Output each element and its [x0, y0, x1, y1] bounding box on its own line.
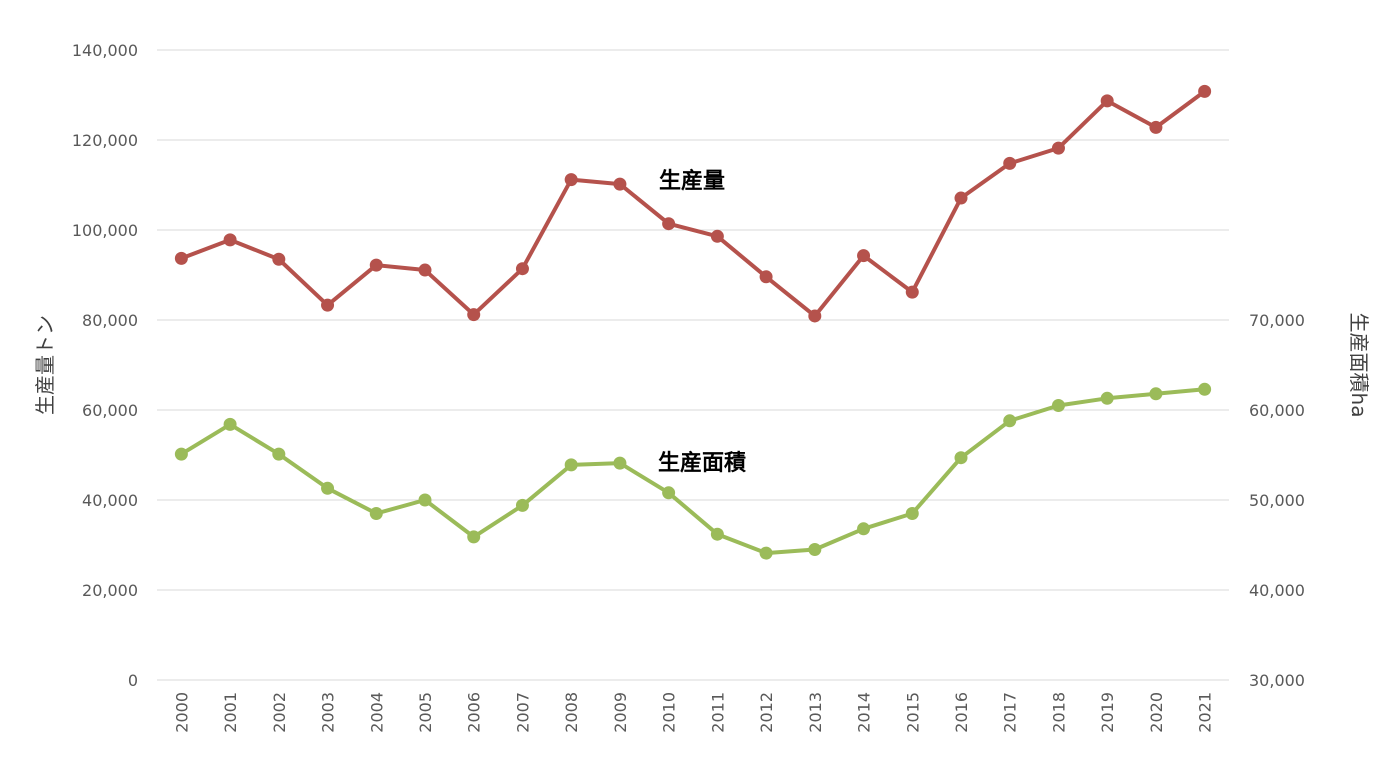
series-0-point	[759, 270, 773, 284]
series-1-point	[272, 447, 286, 461]
left-tick-label: 60,000	[82, 401, 138, 420]
x-tick-label: 2016	[952, 692, 971, 733]
series-1-point	[759, 546, 773, 560]
series-1-point	[321, 481, 335, 495]
series-0-point	[272, 252, 286, 266]
series-1-point	[1003, 414, 1017, 428]
x-tick-label: 2012	[757, 692, 776, 733]
series-0-point	[321, 298, 335, 312]
series-1-point	[564, 458, 578, 472]
right-tick-label: 50,000	[1249, 491, 1305, 510]
x-tick-label: 2007	[513, 692, 532, 733]
series-1-point	[662, 486, 676, 500]
x-tick-label: 2002	[270, 692, 289, 733]
right-axis-ticks: 30,000 40,000 50,000 60,000 70,000	[1249, 311, 1305, 690]
series-1-point	[515, 498, 529, 512]
left-tick-label: 120,000	[72, 131, 138, 150]
series-1-point	[1198, 382, 1212, 396]
x-tick-label: 2008	[562, 692, 581, 733]
right-tick-label: 70,000	[1249, 311, 1305, 330]
series-1-point	[1149, 387, 1163, 401]
series-0-point	[223, 233, 237, 247]
series-1-point	[369, 507, 383, 520]
series-1-point	[223, 417, 237, 431]
series-0-point	[905, 285, 919, 299]
series-1-point	[467, 530, 481, 544]
series-0-point	[613, 177, 627, 191]
x-tick-label: 2021	[1196, 692, 1215, 733]
x-tick-label: 2005	[416, 692, 435, 733]
series-line-1	[180, 387, 1205, 556]
series-label-production: 生産量	[659, 168, 725, 194]
x-tick-label: 2011	[708, 692, 727, 733]
x-tick-label: 2003	[319, 692, 338, 733]
series-1-point	[613, 456, 627, 470]
right-axis-title: 生産面積ha	[1347, 313, 1371, 418]
right-tick-label: 60,000	[1249, 401, 1305, 420]
left-tick-label: 20,000	[82, 581, 138, 600]
right-tick-label: 30,000	[1249, 671, 1305, 690]
series-0-point	[515, 262, 529, 276]
x-tick-label: 2010	[660, 692, 679, 733]
series-0-point	[710, 229, 724, 243]
x-tick-label: 2009	[611, 692, 630, 733]
series-0-point	[662, 217, 676, 231]
left-tick-label: 0	[128, 671, 138, 690]
series-1-point	[857, 522, 871, 536]
series-0-point	[857, 249, 871, 263]
series-1-point	[954, 451, 968, 465]
series-0-point	[1198, 84, 1212, 98]
series-1-point	[1100, 391, 1114, 405]
series-0-point	[467, 308, 481, 322]
left-tick-label: 40,000	[82, 491, 138, 510]
x-axis-ticks: 2000 2001 2002 2003 2004 2005 2006 2007 2008 2009…	[172, 692, 1214, 733]
series-1-point	[808, 543, 822, 556]
series-line-0	[180, 89, 1206, 318]
series-layer	[174, 84, 1212, 560]
series-0-point	[1100, 94, 1114, 108]
x-tick-label: 2014	[855, 692, 874, 733]
series-1-point	[418, 493, 432, 507]
series-1-point	[905, 507, 919, 520]
left-tick-label: 100,000	[72, 221, 138, 240]
series-0-point	[1003, 156, 1017, 170]
right-tick-label: 40,000	[1249, 581, 1305, 600]
x-tick-label: 2004	[367, 692, 386, 733]
series-1-point	[1051, 399, 1065, 412]
left-axis-title: 生産量トン	[33, 315, 57, 415]
series-0-point	[954, 191, 968, 205]
series-0-point	[1051, 141, 1065, 155]
x-tick-label: 2018	[1049, 692, 1068, 733]
left-axis-ticks: 0 20,000 40,000 60,000 80,000 100,000 120,000 1…	[72, 41, 138, 690]
gridlines	[157, 49, 1229, 681]
x-tick-label: 2006	[465, 692, 484, 733]
series-1-point	[174, 447, 188, 461]
x-tick-label: 2001	[221, 692, 240, 733]
x-tick-label: 2019	[1098, 692, 1117, 733]
series-0-point	[564, 173, 578, 187]
series-0-point	[1149, 120, 1163, 134]
series-label-area: 生産面積	[658, 450, 747, 476]
series-1-point	[710, 527, 724, 541]
x-tick-label: 2020	[1147, 692, 1166, 733]
left-tick-label: 140,000	[72, 41, 138, 60]
x-tick-label: 2017	[1001, 692, 1020, 733]
left-tick-label: 80,000	[82, 311, 138, 330]
series-0-point	[418, 263, 432, 277]
series-0-point	[174, 251, 188, 265]
x-tick-label: 2000	[172, 692, 191, 733]
series-0-point	[808, 309, 822, 323]
x-tick-label: 2015	[903, 692, 922, 733]
series-0-point	[369, 258, 383, 272]
x-tick-label: 2013	[806, 692, 825, 733]
